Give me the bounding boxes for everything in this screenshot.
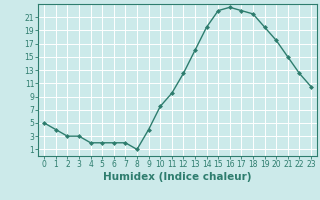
X-axis label: Humidex (Indice chaleur): Humidex (Indice chaleur) xyxy=(103,172,252,182)
